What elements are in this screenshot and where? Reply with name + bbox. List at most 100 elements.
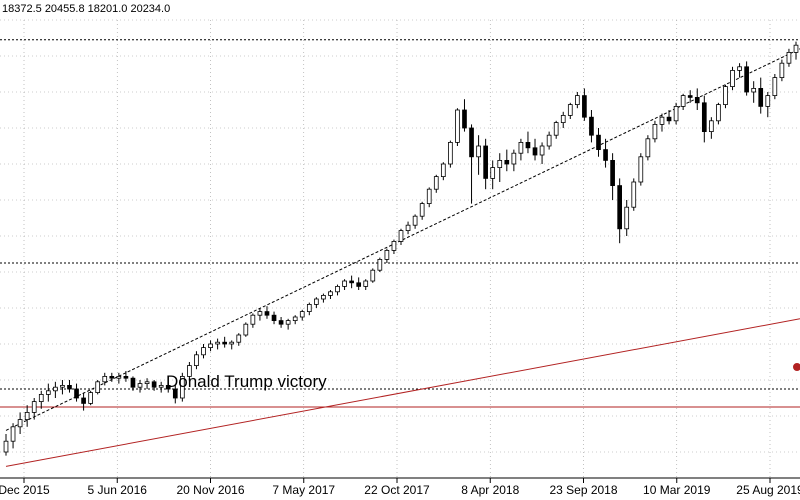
candle (737, 63, 742, 78)
x-tick-label: 20 Nov 2016 (176, 483, 244, 497)
candle (116, 372, 122, 384)
candle-body (31, 401, 37, 413)
candle-body (215, 341, 220, 345)
candle-body (264, 311, 270, 316)
candle-body (673, 106, 679, 122)
candle-body (370, 269, 376, 282)
horizontal-levels (0, 39, 800, 408)
candle-body (342, 280, 347, 287)
candle (645, 135, 651, 161)
candle-body (525, 141, 531, 149)
candle (53, 381, 58, 398)
candle (673, 102, 679, 125)
candle-body (38, 393, 44, 402)
candle (631, 178, 637, 211)
candle (448, 140, 453, 168)
candle (285, 318, 291, 330)
candle-body (88, 392, 93, 404)
candle (38, 390, 44, 409)
candle-body (356, 282, 362, 287)
candle-body (490, 167, 496, 179)
candle-body (462, 109, 467, 129)
candle-body (158, 384, 164, 388)
x-tick-label: 8 Apr 2018 (461, 483, 519, 497)
candle-body (250, 314, 256, 325)
candle-body (532, 147, 538, 156)
candle (793, 41, 799, 60)
candle (328, 290, 333, 299)
candle (610, 153, 615, 200)
candle-body (144, 381, 150, 384)
candle (730, 66, 735, 91)
candle-body (278, 320, 284, 325)
candle (60, 380, 65, 395)
candle-body (109, 375, 115, 379)
candle (539, 142, 545, 164)
x-tick-label: Dec 2015 (0, 483, 50, 497)
candle (264, 306, 270, 319)
candle (278, 317, 284, 328)
candle-body (603, 149, 608, 161)
candle-body (314, 298, 319, 305)
candle (709, 117, 714, 139)
candle (589, 110, 594, 143)
candle (567, 102, 573, 119)
candle-body (659, 116, 665, 125)
candle (469, 124, 474, 204)
candle-body (45, 390, 51, 395)
candle (419, 201, 425, 220)
candle (321, 293, 326, 303)
candle-body (321, 294, 326, 300)
candle (398, 228, 404, 245)
candle (342, 279, 347, 290)
candle (405, 221, 411, 235)
candle-body (391, 240, 397, 251)
candle-body (412, 215, 418, 226)
candle-body (299, 311, 305, 318)
candle-body (617, 185, 623, 230)
candle (250, 313, 256, 328)
candle-body (405, 224, 411, 231)
candle-body (518, 141, 524, 154)
candle (744, 61, 749, 96)
candle-body (306, 303, 312, 312)
candle-body (716, 104, 721, 122)
candle (165, 381, 171, 393)
candle-body (208, 343, 213, 348)
candle-body (60, 384, 65, 388)
candle-body (680, 95, 686, 107)
candle-body (476, 145, 481, 158)
candle (306, 302, 312, 316)
candle-body (201, 347, 206, 356)
candle (95, 380, 101, 395)
candle-body (3, 440, 9, 453)
candle (582, 88, 587, 121)
candle (440, 162, 446, 181)
candle (560, 111, 566, 128)
candle (130, 376, 136, 391)
candle (172, 385, 178, 404)
candle-body (765, 95, 771, 107)
candle-body (172, 388, 178, 399)
x-tick-labels: Dec 2015 5 Jun 2016 20 Nov 2016 7 May 2017 2… (0, 483, 800, 497)
candles (3, 41, 799, 456)
candle-body (567, 104, 573, 116)
candle (532, 138, 538, 161)
candle (370, 268, 376, 283)
candle-body (102, 375, 108, 383)
candle-body (687, 95, 693, 98)
candle (765, 92, 771, 118)
candle-body (709, 120, 714, 133)
candle-body (349, 280, 354, 284)
candle (624, 200, 630, 236)
candle-body (81, 397, 86, 404)
candle (384, 248, 390, 263)
candle-body (638, 156, 644, 183)
candle-body (483, 145, 488, 179)
candle (243, 322, 249, 337)
candle (363, 279, 369, 290)
candle-body (448, 141, 453, 165)
candle (504, 149, 510, 172)
candle-body (553, 122, 559, 136)
